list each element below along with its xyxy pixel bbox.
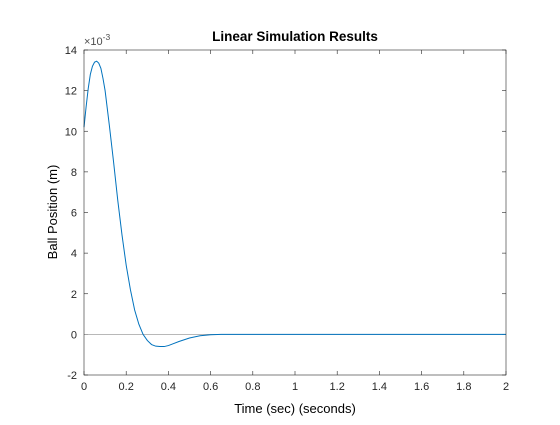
y-exponent-power: -3 [103,32,111,42]
x-ticks: 0 0.2 0.4 0.6 0.8 1 1.2 1.4 1.6 1.8 2 [81,50,509,393]
y-tick-label: 12 [65,86,77,98]
y-axis-label: Ball Position (m) [45,165,60,260]
y-tick-label: 14 [65,45,77,57]
series-line [83,60,506,348]
y-tick-label: -2 [67,370,77,382]
x-tick-label: 0.4 [161,381,176,393]
y-tick-label: 0 [71,329,77,341]
y-tick-label: 6 [71,208,77,220]
x-tick-label: 1.4 [372,381,387,393]
y-tick-label: 8 [71,167,77,179]
x-tick-label: 1.2 [330,381,345,393]
y-tick-label: 4 [71,248,77,260]
x-tick-label: 0.2 [119,381,134,393]
x-tick-label: 0.6 [203,381,218,393]
x-tick-label: 1 [292,381,298,393]
y-tick-label: 10 [65,126,77,138]
x-tick-label: 1.8 [456,381,471,393]
axes-box [83,49,507,376]
y-ticks: -2 0 2 4 6 8 10 12 14 [65,45,506,382]
x-tick-label: 0 [81,381,87,393]
x-tick-label: 1.6 [414,381,429,393]
x-tick-label: 2 [503,381,509,393]
chart-title: Linear Simulation Results [212,29,378,44]
y-tick-label: 2 [71,289,77,301]
x-axis-label: Time (sec) (seconds) [234,401,356,416]
x-tick-label: 0.8 [245,381,260,393]
y-exponent-label: ×10-3 [84,32,111,48]
plot-area [84,50,506,375]
